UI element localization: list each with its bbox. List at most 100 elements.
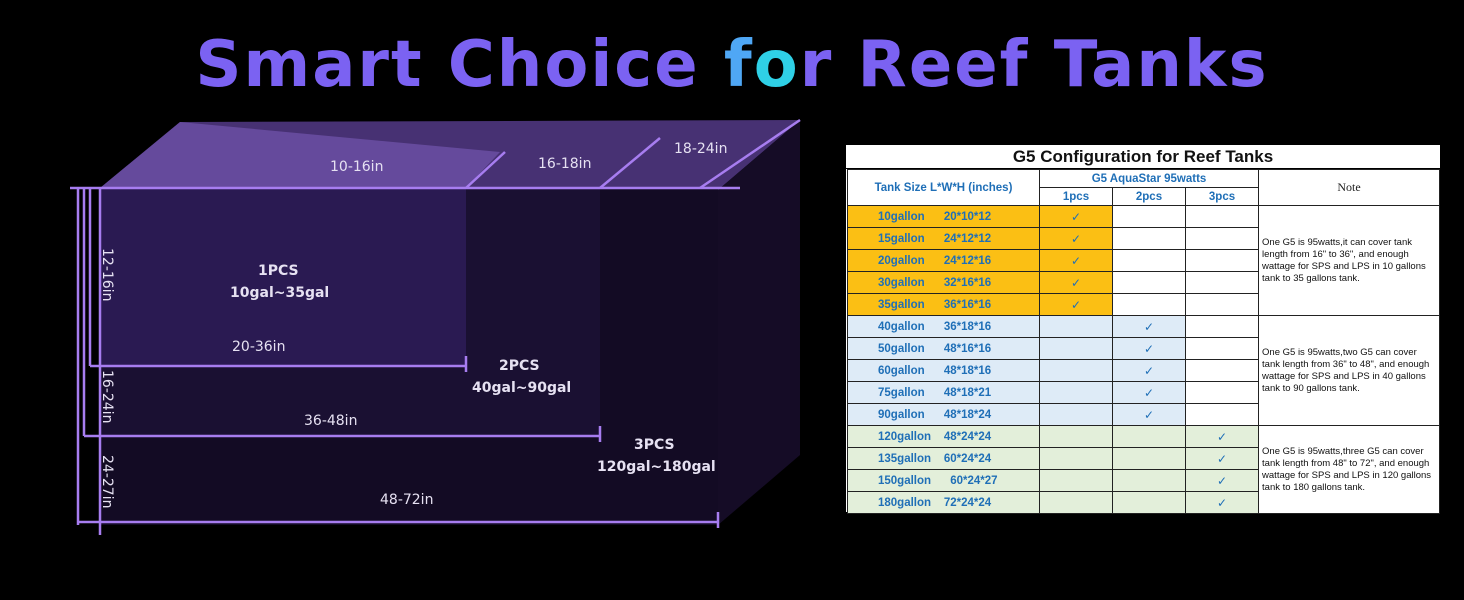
header-group: G5 AquaStar 95watts [1038, 169, 1260, 188]
table-row: 10gallon 20*10*12 ✓ One G5 is 95watts,it… [847, 205, 1441, 316]
height-dim-label-3: 24-27in [99, 455, 115, 508]
check-cell: ✓ [1112, 337, 1186, 360]
table-title: G5 Configuration for Reef Tanks [846, 145, 1440, 169]
empty-cell [1184, 359, 1260, 382]
tier-pcs-2: 2PCS [499, 358, 540, 374]
tank-size-cell: 120gallon 48*24*24 [847, 425, 1040, 448]
tank-size-diagram: 10-16in 16-18in 18-24in 12-16in 16-24in … [70, 118, 801, 535]
table-row: 150gallon 60*24*27 ✓ [847, 469, 1440, 492]
tank-size-cell: 150gallon 60*24*27 [847, 469, 1040, 492]
check-cell: ✓ [1184, 469, 1260, 492]
tank-size-cell: 30gallon 32*16*16 [847, 271, 1040, 294]
tank-size-cell: 75gallon 48*18*21 [847, 381, 1040, 404]
empty-cell [1112, 249, 1186, 272]
empty-cell [1039, 447, 1113, 470]
empty-cell [1184, 337, 1260, 360]
check-cell: ✓ [1112, 381, 1186, 404]
height-dim-label-2: 16-24in [99, 370, 115, 423]
note-cell: One G5 is 95watts,two G5 can cover tank … [1258, 315, 1441, 426]
tier-range-1: 10gal~35gal [230, 285, 329, 301]
tank-size-cell: 15gallon 24*12*12 [847, 227, 1040, 250]
empty-cell [1112, 227, 1186, 250]
check-cell: ✓ [1039, 293, 1113, 316]
empty-cell [1039, 469, 1113, 492]
table-row: 20gallon 24*12*16 ✓ [847, 249, 1440, 272]
configuration-table-panel: G5 Configuration for Reef Tanks Tank Siz… [846, 145, 1441, 514]
tier-pcs-3: 3PCS [634, 437, 675, 453]
empty-cell [1112, 491, 1186, 514]
empty-cell [1184, 381, 1260, 404]
title-part: o [753, 28, 800, 102]
empty-cell [1112, 271, 1186, 294]
header-tank-size: Tank Size L*W*H (inches) [847, 169, 1040, 206]
title-part: f [723, 28, 754, 102]
note-cell: One G5 is 95watts,it can cover tank leng… [1258, 205, 1441, 316]
table-row: 120gallon 48*24*24 ✓ One G5 is 95watts,t… [847, 425, 1441, 514]
tank-size-cell: 10gallon 20*10*12 [847, 205, 1040, 228]
check-cell: ✓ [1112, 359, 1186, 382]
height-dim-label-1: 12-16in [99, 248, 115, 301]
tank-size-cell: 180gallon 72*24*24 [847, 491, 1040, 514]
table-row: 60gallon 48*18*16 ✓ [847, 359, 1440, 382]
tank-top-face-1 [100, 122, 500, 188]
tier-range-3: 120gal~180gal [597, 459, 716, 475]
check-cell: ✓ [1112, 315, 1186, 338]
header-1pcs: 1pcs [1039, 187, 1113, 206]
check-cell: ✓ [1039, 227, 1113, 250]
length-dim-label-1: 20-36in [232, 339, 285, 355]
table-row: 40gallon 36*18*16 ✓ One G5 is 95watts,tw… [847, 315, 1441, 426]
tank-size-cell: 135gallon 60*24*24 [847, 447, 1040, 470]
table-row: 35gallon 36*16*16 ✓ [847, 293, 1440, 316]
top-dim-line-2 [599, 137, 661, 189]
check-cell: ✓ [1039, 249, 1113, 272]
table-row: 135gallon 60*24*24 ✓ [847, 447, 1440, 470]
tank-size-cell: 40gallon 36*18*16 [847, 315, 1040, 338]
empty-cell [1184, 249, 1260, 272]
empty-cell [1039, 381, 1113, 404]
length-dim-label-3: 48-72in [380, 492, 433, 508]
check-cell: ✓ [1039, 271, 1113, 294]
table-row: 30gallon 32*16*16 ✓ [847, 271, 1440, 294]
check-cell: ✓ [1184, 491, 1260, 514]
empty-cell [1112, 469, 1186, 492]
empty-cell [1112, 293, 1186, 316]
tank-size-cell: 60gallon 48*18*16 [847, 359, 1040, 382]
tank-side-face [718, 120, 800, 525]
empty-cell [1112, 205, 1186, 228]
top-dim-line-3 [699, 118, 801, 190]
title-part: r Reef Tanks [799, 28, 1269, 102]
empty-cell [1112, 447, 1186, 470]
page-title: Smart Choice for Reef Tanks [0, 30, 1464, 100]
tank-size-cell: 35gallon 36*16*16 [847, 293, 1040, 316]
top-dim-label-1: 10-16in [330, 159, 383, 175]
tier-range-2: 40gal~90gal [472, 380, 571, 396]
empty-cell [1039, 337, 1113, 360]
note-cell: One G5 is 95watts,three G5 can cover tan… [1258, 425, 1441, 514]
check-cell: ✓ [1039, 205, 1113, 228]
empty-cell [1039, 359, 1113, 382]
empty-cell [1184, 227, 1260, 250]
empty-cell [1039, 425, 1113, 448]
empty-cell [1184, 271, 1260, 294]
tank-size-cell: 20gallon 24*12*16 [847, 249, 1040, 272]
table-row: 15gallon 24*12*12 ✓ [847, 227, 1440, 250]
header-note: Note [1258, 169, 1441, 206]
configuration-table: Tank Size L*W*H (inches) G5 AquaStar 95w… [847, 169, 1441, 514]
title-part: Smart Choice [195, 28, 724, 102]
check-cell: ✓ [1112, 403, 1186, 426]
tank-size-cell: 90gallon 48*18*24 [847, 403, 1040, 426]
tank-front-1pcs [100, 188, 466, 366]
check-cell: ✓ [1184, 425, 1260, 448]
table-row: 180gallon 72*24*24 ✓ [847, 491, 1440, 514]
empty-cell [1184, 205, 1260, 228]
empty-cell [1039, 315, 1113, 338]
empty-cell [1184, 315, 1260, 338]
header-2pcs: 2pcs [1112, 187, 1186, 206]
top-dim-label-2: 16-18in [538, 156, 591, 172]
top-dim-line-1 [465, 151, 506, 189]
empty-cell [1184, 293, 1260, 316]
check-cell: ✓ [1184, 447, 1260, 470]
tier-pcs-1: 1PCS [258, 263, 299, 279]
empty-cell [1112, 425, 1186, 448]
top-dim-label-3: 18-24in [674, 141, 727, 157]
